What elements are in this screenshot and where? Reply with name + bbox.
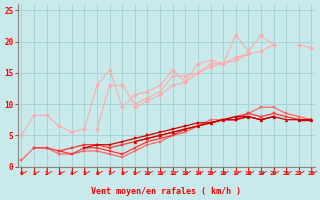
X-axis label: Vent moyen/en rafales ( km/h ): Vent moyen/en rafales ( km/h ) <box>92 187 241 196</box>
